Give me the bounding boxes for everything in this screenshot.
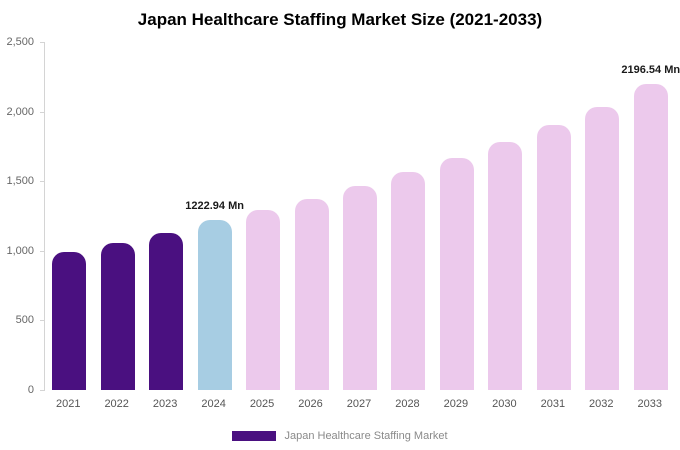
y-tick-label: 2,000 xyxy=(6,105,34,118)
bar-2021 xyxy=(52,252,87,390)
bar-2026 xyxy=(294,198,329,390)
bar-2025 xyxy=(246,210,281,390)
x-tick-label: 2033 xyxy=(637,398,662,410)
bar-value-label: 1222.94 Mn xyxy=(185,199,244,212)
bar-2027 xyxy=(343,185,377,390)
bar-value-label: 2196.54 Mn xyxy=(621,64,680,77)
plot-area: 1222.94 Mn 2196.54 Mn xyxy=(40,42,680,391)
x-tick-label: 2029 xyxy=(443,398,469,410)
bar-2031 xyxy=(536,125,571,390)
x-tick-label: 2032 xyxy=(589,398,614,410)
y-tick-label: 1,000 xyxy=(6,244,34,257)
bar-2022 xyxy=(100,243,135,390)
bar-2030 xyxy=(488,141,523,390)
bar-2023 xyxy=(149,233,184,390)
y-tick-mark xyxy=(40,181,45,183)
y-tick-label: 1,500 xyxy=(6,175,34,188)
x-tick-label: 2021 xyxy=(55,398,81,410)
y-tick-mark xyxy=(40,390,45,391)
x-tick-label: 2023 xyxy=(152,398,178,410)
x-axis: 2021 2022 2023 2024 2025 2026 2027 2028 2029 2030… xyxy=(44,398,674,414)
y-tick-mark xyxy=(40,111,45,113)
y-axis: 0 500 1,000 1,500 2,000 2,500 xyxy=(0,36,38,396)
bar-2029 xyxy=(439,157,474,390)
legend: Japan Healthcare Staffing Market xyxy=(0,430,680,442)
y-tick-label: 500 xyxy=(15,314,34,327)
chart-title: Japan Healthcare Staffing Market Size (2… xyxy=(137,10,543,29)
x-tick-label: 2030 xyxy=(492,398,517,410)
x-tick-label: 2026 xyxy=(298,398,323,410)
legend-swatch xyxy=(232,431,277,441)
x-tick-label: 2025 xyxy=(249,398,275,410)
bar-2032 xyxy=(585,107,620,390)
y-tick-mark xyxy=(40,42,45,43)
y-tick-label: 0 xyxy=(27,384,34,396)
y-tick-label: 2,500 xyxy=(6,36,34,48)
x-tick-label: 2027 xyxy=(346,398,372,410)
legend-label: Japan Healthcare Staffing Market xyxy=(284,430,448,442)
x-tick-label: 2022 xyxy=(104,398,129,410)
y-tick-mark xyxy=(40,250,45,252)
bar-2033 xyxy=(633,84,668,390)
bar-2024 xyxy=(197,219,232,390)
x-tick-label: 2031 xyxy=(540,398,566,410)
x-tick-label: 2024 xyxy=(201,398,226,410)
x-tick-label: 2028 xyxy=(395,398,420,410)
y-tick-mark xyxy=(40,320,45,322)
bar-2028 xyxy=(391,172,426,390)
